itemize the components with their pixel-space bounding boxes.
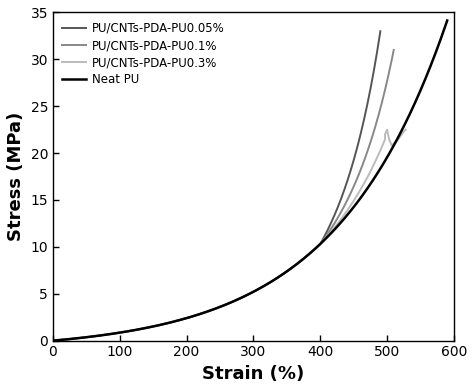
Neat PU: [120, 330, 126, 335]
PU/CNTs-PDA-PU0.1%: [321, 236, 327, 241]
PU/CNTs-PDA-PU0.3%: [215, 305, 221, 310]
Line: PU/CNTs-PDA-PU0.1%: PU/CNTs-PDA-PU0.1%: [53, 50, 394, 340]
PU/CNTs-PDA-PU0.3%: [247, 291, 253, 296]
PU/CNTs-PDA-PU0.3%: [262, 283, 268, 288]
PU/CNTs-PDA-PU0.1%: [391, 48, 397, 52]
PU/CNTs-PDA-PU0.05%: [370, 76, 375, 80]
Neat PU: [50, 338, 56, 343]
Line: PU/CNTs-PDA-PU0.3%: PU/CNTs-PDA-PU0.3%: [53, 129, 406, 340]
PU/CNTs-PDA-PU0.1%: [50, 338, 56, 343]
PU/CNTs-PDA-PU0.1%: [91, 334, 97, 339]
Neat PU: [228, 300, 234, 305]
PU/CNTs-PDA-PU0.3%: [100, 333, 105, 337]
PU/CNTs-PDA-PU0.05%: [208, 308, 213, 313]
Legend: PU/CNTs-PDA-PU0.05%, PU/CNTs-PDA-PU0.1%, PU/CNTs-PDA-PU0.3%, Neat PU: PU/CNTs-PDA-PU0.05%, PU/CNTs-PDA-PU0.1%,…: [59, 18, 228, 90]
PU/CNTs-PDA-PU0.3%: [374, 155, 380, 160]
PU/CNTs-PDA-PU0.1%: [59, 337, 65, 342]
PU/CNTs-PDA-PU0.05%: [50, 338, 56, 343]
X-axis label: Strain (%): Strain (%): [202, 365, 305, 383]
PU/CNTs-PDA-PU0.3%: [50, 338, 56, 343]
PU/CNTs-PDA-PU0.1%: [352, 183, 357, 187]
PU/CNTs-PDA-PU0.05%: [319, 240, 324, 245]
PU/CNTs-PDA-PU0.05%: [377, 29, 383, 34]
PU/CNTs-PDA-PU0.3%: [351, 199, 356, 203]
PU/CNTs-PDA-PU0.1%: [143, 326, 148, 330]
PU/CNTs-PDA-PU0.1%: [317, 242, 322, 247]
PU/CNTs-PDA-PU0.05%: [206, 309, 211, 314]
PU/CNTs-PDA-PU0.3%: [384, 127, 390, 132]
Y-axis label: Stress (MPa): Stress (MPa): [7, 112, 25, 241]
PU/CNTs-PDA-PU0.05%: [245, 292, 251, 297]
PU/CNTs-PDA-PU0.05%: [228, 300, 233, 305]
PU/CNTs-PDA-PU0.3%: [403, 127, 409, 132]
Line: Neat PU: Neat PU: [53, 21, 447, 340]
Line: PU/CNTs-PDA-PU0.05%: PU/CNTs-PDA-PU0.05%: [53, 31, 380, 340]
Neat PU: [347, 209, 353, 214]
Neat PU: [152, 324, 157, 328]
Neat PU: [283, 270, 288, 275]
Neat PU: [444, 18, 450, 23]
Neat PU: [313, 245, 319, 250]
